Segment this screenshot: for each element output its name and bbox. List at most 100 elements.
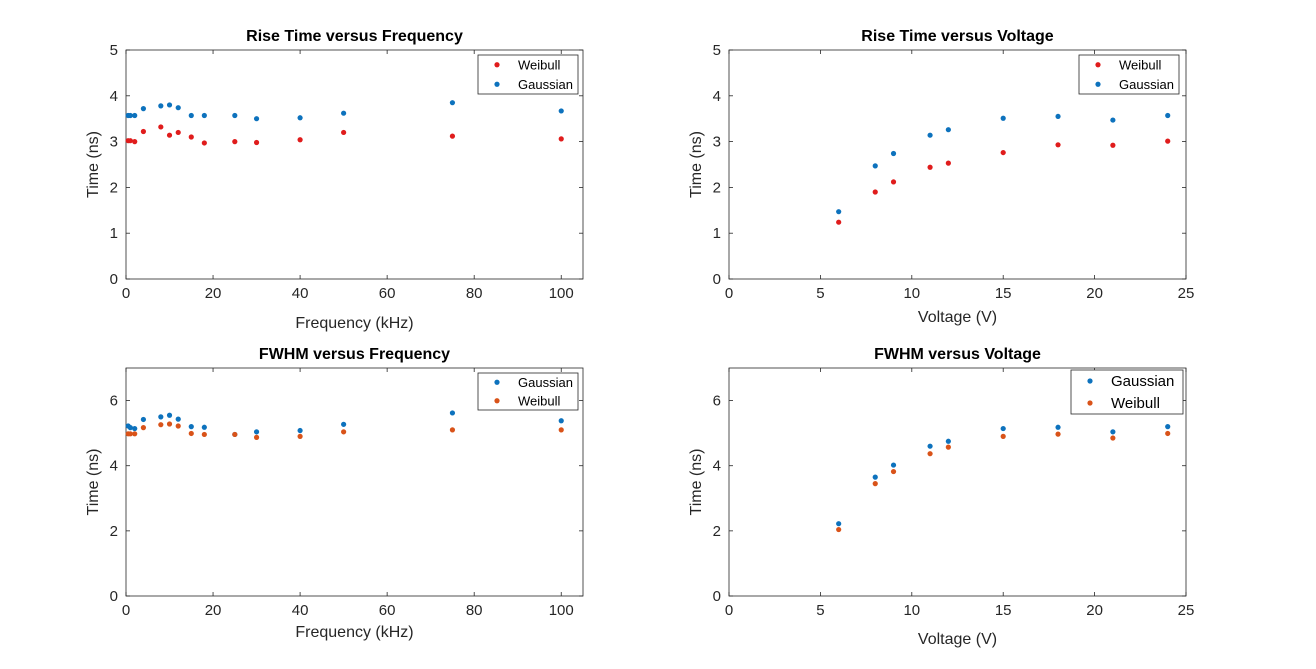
data-point-weibull — [449, 133, 456, 139]
x-tick-label: 60 — [379, 602, 396, 619]
data-point-gaussian — [945, 127, 951, 133]
data-point-gaussian — [297, 115, 303, 121]
legend-box — [1070, 369, 1184, 415]
data-point-gaussian — [558, 108, 564, 114]
data-point-gaussian — [341, 110, 347, 116]
legend-label-gaussian: Gaussian — [518, 77, 573, 92]
data-point-weibull — [890, 179, 897, 185]
legend: Gaussian Weibull — [477, 372, 579, 411]
data-point-weibull — [558, 136, 564, 142]
series-weibull — [125, 421, 564, 440]
legend-marker-weibull — [494, 398, 500, 404]
x-tick-label: 40 — [292, 285, 309, 302]
chart-title: Rise Time versus Voltage — [861, 28, 1053, 45]
data-point-weibull — [166, 132, 173, 138]
data-point-gaussian — [927, 132, 933, 138]
data-point-gaussian — [132, 112, 138, 119]
data-point-gaussian — [449, 410, 456, 416]
data-point-gaussian — [188, 424, 194, 430]
x-axis-label: Voltage (V) — [918, 309, 997, 326]
data-point-weibull — [297, 433, 303, 439]
legend-box — [477, 54, 579, 95]
y-tick-label: 1 — [110, 225, 118, 242]
x-tick-label: 20 — [1086, 602, 1103, 619]
data-point-weibull — [140, 128, 147, 135]
legend-marker-gaussian — [1087, 378, 1093, 384]
data-point-gaussian — [1000, 425, 1006, 432]
data-point-weibull — [232, 431, 238, 438]
y-tick-label: 3 — [110, 134, 118, 151]
x-tick-label: 10 — [903, 285, 920, 302]
data-point-gaussian — [1165, 112, 1171, 119]
series-gaussian — [125, 100, 564, 122]
data-point-weibull — [1000, 149, 1006, 156]
data-point-weibull — [158, 124, 164, 130]
data-point-weibull — [297, 137, 303, 143]
data-point-gaussian — [449, 100, 456, 106]
data-point-weibull — [341, 129, 347, 136]
legend-marker-weibull — [1095, 62, 1101, 68]
x-tick-label: 10 — [903, 602, 920, 619]
x-tick-label: 0 — [725, 285, 733, 302]
y-axis-label: Time (ns) — [688, 449, 705, 516]
y-tick-label: 2 — [713, 523, 721, 540]
data-point-weibull — [872, 189, 878, 195]
data-point-weibull — [449, 427, 456, 433]
data-point-weibull — [132, 431, 138, 437]
x-tick-label: 100 — [549, 285, 574, 302]
y-tick-label: 0 — [713, 271, 721, 288]
data-point-weibull — [232, 139, 238, 145]
data-point-weibull — [1110, 435, 1116, 441]
data-point-weibull — [1055, 142, 1061, 148]
x-tick-label: 20 — [205, 285, 222, 302]
legend-marker-gaussian — [1095, 81, 1101, 87]
x-tick-label: 0 — [122, 285, 130, 302]
data-point-weibull — [558, 427, 564, 433]
x-tick-label: 80 — [466, 602, 483, 619]
data-point-gaussian — [158, 103, 164, 109]
y-tick-label: 2 — [110, 523, 118, 540]
y-tick-label: 2 — [110, 179, 118, 196]
data-point-weibull — [158, 422, 164, 428]
legend-label-weibull: Weibull — [1111, 395, 1160, 412]
data-point-weibull — [188, 430, 194, 437]
data-point-gaussian — [1110, 429, 1116, 435]
data-point-gaussian — [166, 412, 173, 418]
data-point-gaussian — [158, 414, 164, 420]
data-point-gaussian — [127, 425, 133, 431]
data-point-weibull — [140, 425, 147, 431]
data-point-weibull — [836, 219, 842, 225]
x-axis-label: Frequency (kHz) — [295, 315, 413, 332]
chart-title: FWHM versus Frequency — [259, 346, 450, 363]
data-point-weibull — [341, 429, 347, 435]
legend-marker-weibull — [1087, 400, 1093, 406]
series-weibull — [125, 124, 564, 146]
y-tick-label: 0 — [110, 588, 118, 605]
legend-marker-gaussian — [494, 81, 500, 87]
data-point-weibull — [166, 421, 173, 427]
data-point-gaussian — [890, 150, 897, 157]
y-tick-label: 0 — [713, 588, 721, 605]
y-tick-label: 3 — [713, 134, 721, 151]
data-point-gaussian — [140, 106, 147, 112]
data-point-gaussian — [890, 462, 897, 468]
y-tick-label: 1 — [713, 225, 721, 242]
legend-label-weibull: Weibull — [1119, 57, 1162, 72]
x-tick-label: 15 — [995, 285, 1012, 302]
data-point-gaussian — [175, 416, 181, 422]
data-point-gaussian — [945, 438, 951, 444]
legend-marker-gaussian — [494, 379, 500, 385]
legend-label-gaussian: Gaussian — [1119, 77, 1174, 92]
legend-marker-weibull — [494, 62, 500, 68]
chart-title: FWHM versus Voltage — [874, 346, 1041, 363]
panel-fwhm-versus-voltage: 0 5 10 15 20 25 0 2 4 6 FWHM versus Voltage Voltage… — [688, 346, 1194, 648]
data-point-gaussian — [253, 116, 260, 122]
data-point-gaussian — [341, 421, 347, 427]
legend-box — [477, 372, 579, 411]
legend-label-weibull: Weibull — [518, 57, 561, 72]
legend: Weibull Gaussian — [477, 54, 579, 95]
data-point-gaussian — [558, 418, 564, 424]
data-point-weibull — [188, 134, 194, 140]
x-tick-label: 0 — [725, 602, 733, 619]
x-tick-label: 5 — [816, 602, 824, 619]
